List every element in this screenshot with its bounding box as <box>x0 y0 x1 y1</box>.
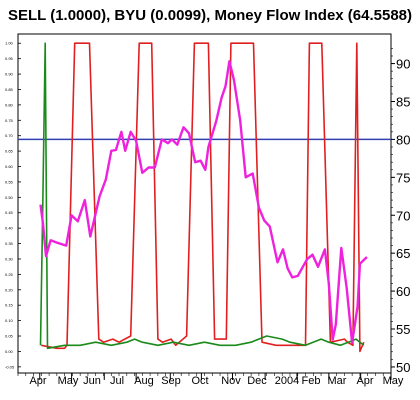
left-tick-label: 0.00 <box>5 349 14 354</box>
x-tick-label: Aug <box>134 375 154 387</box>
left-tick-label: 0.05 <box>5 334 14 339</box>
right-tick-label: 55 <box>396 322 410 337</box>
x-tick-label: Apr <box>29 375 46 387</box>
x-tick-label: May <box>383 375 404 387</box>
left-tick-label: 0.60 <box>5 164 14 169</box>
left-tick-label: 0.70 <box>5 133 14 138</box>
x-tick-label: Feb <box>302 375 321 387</box>
left-tick-label: 0.65 <box>5 149 14 154</box>
right-tick-label: 85 <box>396 94 410 109</box>
x-tick-label: Jul <box>110 375 124 387</box>
right-tick-label: 90 <box>396 57 410 72</box>
money-flow-index-line <box>39 60 368 344</box>
left-tick-label: 1.00 <box>5 41 14 46</box>
x-tick-label: Jun <box>83 375 101 387</box>
left-tick-label: 0.20 <box>5 287 14 292</box>
right-tick-label: 50 <box>396 360 410 375</box>
right-tick-label: 70 <box>396 208 410 223</box>
left-tick-label: 0.10 <box>5 318 14 323</box>
x-tick-label: Sep <box>161 375 181 387</box>
right-tick-label: 60 <box>396 284 410 299</box>
right-tick-label: 80 <box>396 132 410 147</box>
left-tick-label: 0.90 <box>5 72 14 77</box>
left-tick-label: 0.25 <box>5 272 14 277</box>
buy-series-line <box>39 42 365 350</box>
left-tick-label: 0.50 <box>5 195 14 200</box>
x-tick-label: Dec <box>247 375 267 387</box>
left-tick-label: 0.15 <box>5 303 14 308</box>
left-tick-label: 0.40 <box>5 226 14 231</box>
right-tick-label: 65 <box>396 246 410 261</box>
right-tick-label: 75 <box>396 170 410 185</box>
x-tick-label: May <box>58 375 79 387</box>
x-tick-label: Oct <box>191 375 208 387</box>
x-tick-label: 2004 <box>275 375 299 387</box>
left-tick-label: 0.80 <box>5 102 14 107</box>
x-tick-label: Mar <box>328 375 347 387</box>
left-tick-label: 0.95 <box>5 56 14 61</box>
left-tick-label: 0.35 <box>5 241 14 246</box>
left-tick-label: 0.30 <box>5 256 14 261</box>
chart-title: SELL (1.0000), BYU (0.0099), Money Flow … <box>8 7 412 24</box>
left-tick-label: -0.05 <box>5 364 15 369</box>
x-tick-label: Apr <box>356 375 373 387</box>
left-tick-label: 0.55 <box>5 179 14 184</box>
left-tick-label: 0.45 <box>5 210 14 215</box>
x-tick-label: Nov <box>221 375 241 387</box>
left-tick-label: 0.75 <box>5 118 14 123</box>
plot-area <box>17 33 392 374</box>
left-tick-label: 0.85 <box>5 87 14 92</box>
